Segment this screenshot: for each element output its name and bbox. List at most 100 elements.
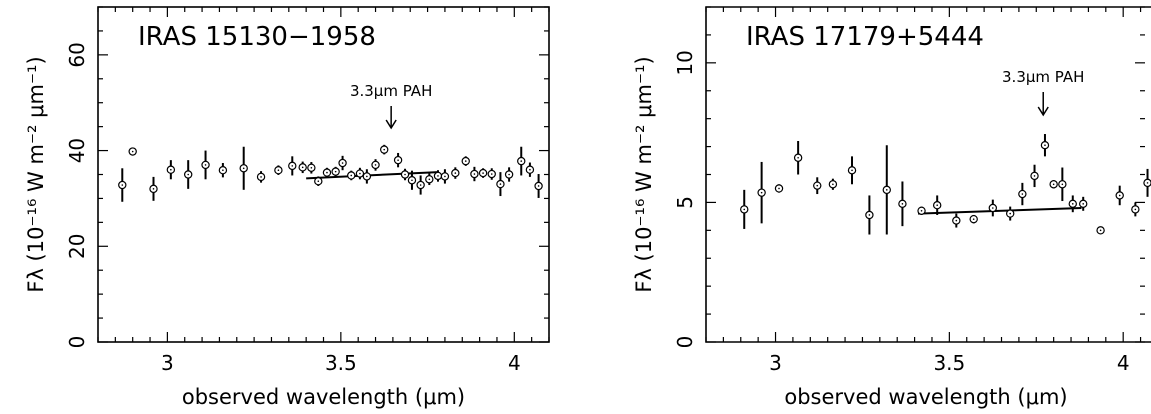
data-marker-dot: [1082, 203, 1085, 205]
data-point: [461, 156, 470, 166]
data-marker-dot: [350, 174, 353, 177]
data-point: [952, 213, 961, 228]
data-point: [1079, 196, 1088, 211]
data-point: [525, 162, 535, 177]
data-marker-dot: [411, 179, 413, 182]
data-marker-dot: [404, 173, 406, 176]
x-axis-label: observed wavelength (μm): [784, 385, 1067, 409]
data-point: [757, 161, 766, 224]
y-tick-label: 0: [65, 336, 89, 349]
data-point: [882, 145, 891, 235]
data-marker-dot: [334, 170, 337, 173]
data-marker-dot: [1134, 208, 1137, 211]
data-point: [355, 167, 365, 180]
data-point: [440, 169, 450, 184]
data-point: [425, 173, 434, 186]
data-point: [1018, 182, 1027, 206]
data-marker-dot: [242, 167, 245, 170]
data-point: [774, 184, 784, 193]
data-point: [371, 159, 380, 171]
data-point: [307, 162, 316, 174]
data-point: [239, 146, 248, 190]
data-marker-dot: [260, 176, 262, 178]
data-point: [1096, 226, 1105, 235]
data-marker-dot: [832, 183, 834, 186]
data-marker-dot: [1061, 183, 1064, 186]
data-point: [478, 168, 488, 178]
data-point: [256, 171, 266, 183]
data-point: [1058, 167, 1067, 202]
data-marker-dot: [222, 169, 224, 171]
x-tick-label: 3: [161, 351, 174, 375]
data-marker-dot: [277, 169, 280, 171]
y-tick-label: 60: [65, 42, 89, 67]
data-point: [451, 167, 460, 179]
data-marker-dot: [992, 207, 994, 209]
data-point: [828, 178, 838, 190]
data-marker-dot: [520, 160, 523, 162]
x-tick-label: 4: [508, 351, 521, 375]
data-marker-dot: [797, 156, 799, 159]
data-marker-dot: [851, 169, 853, 172]
data-marker-dot: [529, 168, 531, 171]
data-marker-dot: [490, 173, 493, 175]
continuum-fit-line: [306, 171, 439, 180]
data-point: [1040, 134, 1050, 157]
data-marker-dot: [1118, 194, 1121, 197]
data-point: [470, 166, 479, 182]
data-marker-dot: [1044, 144, 1046, 146]
continuum-fit-line: [918, 207, 1082, 215]
data-point: [793, 141, 803, 175]
panel-title: IRAS 15130−1958: [138, 22, 376, 52]
y-tick-label: 0: [673, 336, 697, 349]
data-marker-dot: [508, 173, 510, 176]
data-marker-dot: [901, 203, 904, 205]
data-marker-dot: [428, 178, 431, 181]
data-marker-dot: [885, 189, 888, 191]
data-marker-dot: [341, 162, 344, 164]
data-marker-dot: [152, 188, 155, 190]
data-point: [400, 168, 410, 181]
data-point: [740, 189, 749, 229]
data-point: [898, 181, 907, 227]
data-marker-dot: [743, 208, 746, 211]
pah-annotation: 3.3μm PAH: [1002, 68, 1084, 86]
data-point: [969, 214, 978, 224]
data-point: [487, 168, 496, 180]
pah-annotation: 3.3μm PAH: [350, 82, 432, 100]
data-marker-dot: [1099, 229, 1102, 232]
pah-arrowhead: [385, 119, 397, 130]
data-marker-dot: [291, 165, 294, 167]
data-point: [380, 144, 389, 155]
data-point: [149, 176, 158, 201]
data-point: [218, 163, 228, 178]
data-marker-dot: [972, 218, 975, 220]
x-axis-label: observed wavelength (μm): [182, 385, 465, 409]
data-marker-dot: [454, 172, 457, 174]
data-point: [393, 152, 403, 168]
data-point: [183, 160, 193, 189]
y-axis-label: Fλ (10⁻¹⁶ W m⁻² μm⁻¹): [24, 56, 48, 292]
data-marker-dot: [760, 191, 763, 194]
data-point: [1068, 195, 1077, 213]
data-marker-dot: [920, 209, 923, 212]
data-point: [517, 146, 526, 176]
data-marker-dot: [778, 187, 780, 190]
data-marker-dot: [317, 180, 320, 182]
data-point: [496, 172, 505, 197]
data-point: [407, 170, 417, 190]
data-marker-dot: [1146, 182, 1149, 184]
data-point: [322, 167, 332, 178]
data-marker-dot: [437, 175, 439, 177]
x-tick-label: 4: [1117, 351, 1130, 375]
data-marker-dot: [131, 150, 134, 153]
right-panel: 3 3.5 4 0 5 10 observed wavelength (μm) Fλ (10⁻…: [632, 6, 1151, 409]
data-marker-dot: [1033, 175, 1036, 177]
data-point: [1131, 202, 1140, 217]
data-point: [298, 161, 307, 174]
data-marker-dot: [310, 167, 313, 169]
data-marker-dot: [816, 184, 819, 187]
panel-title: IRAS 17179+5444: [746, 22, 984, 52]
data-marker-dot: [170, 168, 172, 171]
data-point: [118, 168, 127, 202]
